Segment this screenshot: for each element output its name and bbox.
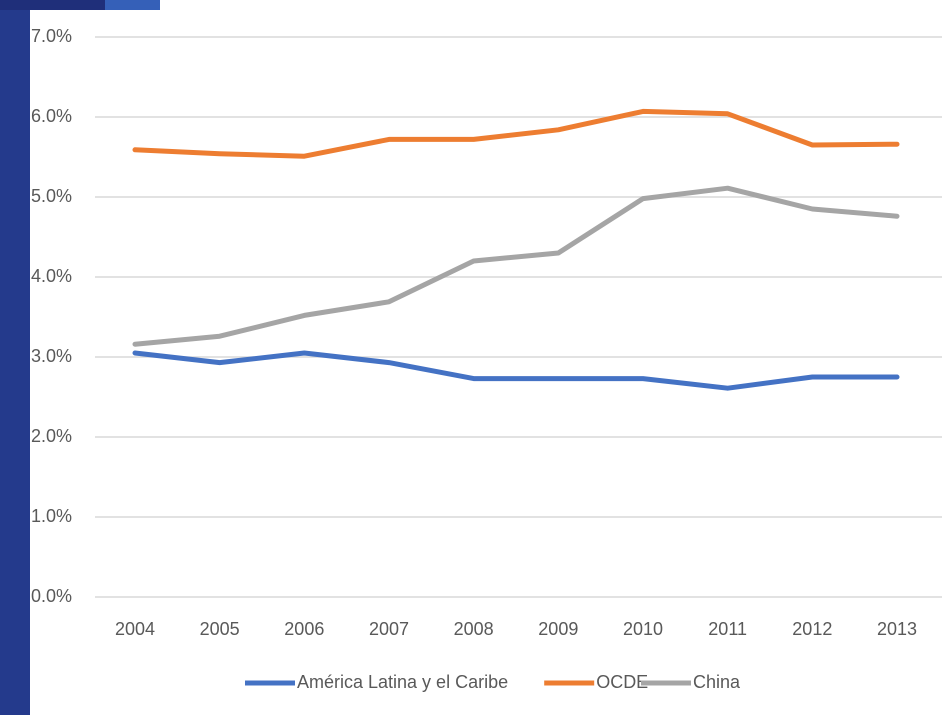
y-tick-label: 2.0% xyxy=(31,426,72,446)
x-tick-label: 2008 xyxy=(454,619,494,639)
series-line xyxy=(132,350,900,391)
y-tick-label: 0.0% xyxy=(31,586,72,606)
x-tick-label: 2009 xyxy=(538,619,578,639)
y-tick-label: 1.0% xyxy=(31,506,72,526)
series-line xyxy=(132,185,900,347)
corner-patch-dark xyxy=(0,0,105,10)
y-tick-label: 4.0% xyxy=(31,266,72,286)
x-tick-label: 2006 xyxy=(284,619,324,639)
y-tick-label: 7.0% xyxy=(31,26,72,46)
legend-label: OCDE xyxy=(596,672,648,692)
x-tick-label: 2004 xyxy=(115,619,155,639)
x-tick-label: 2012 xyxy=(792,619,832,639)
x-tick-label: 2010 xyxy=(623,619,663,639)
x-tick-label: 2005 xyxy=(200,619,240,639)
y-tick-label: 5.0% xyxy=(31,186,72,206)
legend-label: China xyxy=(693,672,741,692)
legend-label: América Latina y el Caribe xyxy=(297,672,508,692)
series-line xyxy=(132,108,900,159)
x-tick-label: 2007 xyxy=(369,619,409,639)
x-tick-label: 2013 xyxy=(877,619,917,639)
y-tick-label: 6.0% xyxy=(31,106,72,126)
side-strip xyxy=(0,0,30,715)
x-tick-label: 2011 xyxy=(708,619,747,639)
y-tick-label: 3.0% xyxy=(31,346,72,366)
